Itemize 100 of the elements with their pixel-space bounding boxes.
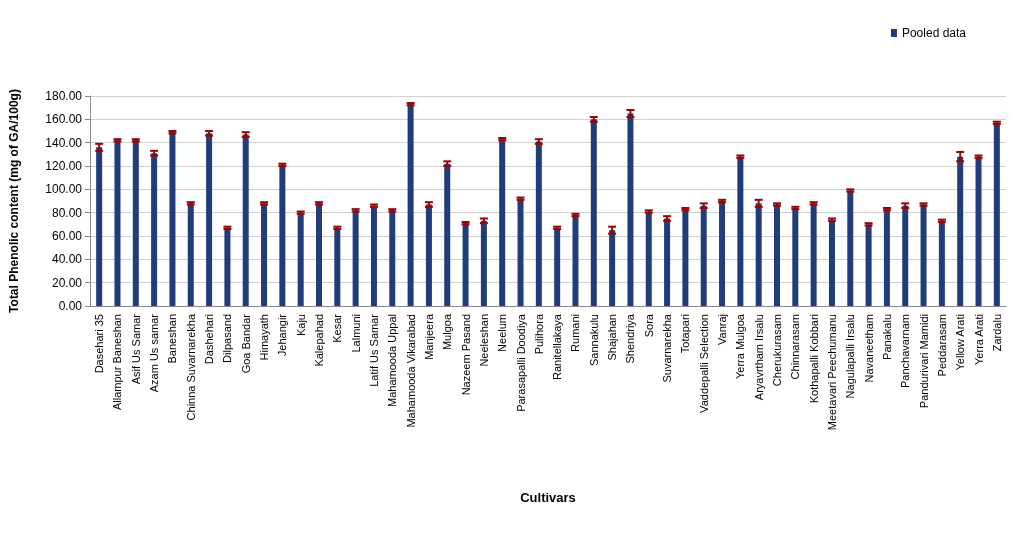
legend-label: Pooled data <box>901 26 967 40</box>
x-tick-label: Panchavarnam <box>899 314 912 388</box>
x-tick-label: Dasehari 35 <box>93 314 106 374</box>
bar <box>114 140 121 306</box>
bar <box>444 163 451 306</box>
x-tick-label: Kaju <box>294 314 307 337</box>
x-tick-label: Meetavari Peechumanu <box>825 314 838 431</box>
x-tick-label: Nazeem Pasand <box>459 314 472 396</box>
x-tick-label: Shendriya <box>624 313 637 364</box>
x-tick-label: Jehangir <box>276 313 289 357</box>
x-tick-label: Shajahan <box>606 314 619 361</box>
bar <box>279 164 286 306</box>
bar <box>187 203 194 306</box>
y-tick-label: 120.00 <box>45 159 83 173</box>
bar <box>96 147 103 306</box>
x-tick-label: Allampur Baneshan <box>111 314 124 411</box>
bar <box>242 134 249 306</box>
bar <box>810 203 817 306</box>
x-tick-label: Chinnarasam <box>789 314 802 380</box>
bar <box>828 219 835 306</box>
x-tick-label: Pulihora <box>532 313 545 355</box>
bar <box>206 133 213 306</box>
bar <box>993 122 1000 306</box>
y-tick-label: 60.00 <box>51 229 83 243</box>
bar <box>572 215 579 306</box>
x-tick-label: Sannakulu <box>587 314 600 366</box>
bar <box>535 141 542 306</box>
x-tick-label: Asif Us Samar <box>129 313 142 385</box>
bar <box>883 209 890 306</box>
x-tick-label: Lalmuni <box>349 314 362 353</box>
bar <box>370 205 377 306</box>
x-tick-label: Latif Us Samar <box>367 313 380 387</box>
bar <box>664 218 671 306</box>
y-tick-label: 20.00 <box>51 275 83 290</box>
bar <box>169 132 176 306</box>
y-tick-label: 180.00 <box>45 89 83 103</box>
x-tick-label: Chinna Suvarnarekha <box>184 313 197 421</box>
bar <box>920 204 927 306</box>
bar <box>389 210 396 306</box>
bar <box>316 203 322 306</box>
x-tick-label: Cherukurasam <box>771 314 783 387</box>
x-tick-label: Totapari <box>679 314 692 354</box>
x-tick-label: Yellow Arati <box>954 314 967 371</box>
bar <box>719 201 726 306</box>
x-tick-label: Neelum <box>496 314 509 352</box>
x-tick-label: Manjeera <box>422 313 435 360</box>
x-tick-label: Kesar <box>331 313 344 343</box>
x-tick-label: Baneshan <box>166 314 179 364</box>
x-tick-label: Peddarasam <box>935 314 948 377</box>
bar <box>462 223 469 306</box>
x-tick-label: Suvarnarekha <box>661 313 674 383</box>
x-tick-label: Vaddepalli Selection <box>697 314 710 413</box>
bar <box>774 204 780 306</box>
bar <box>407 104 414 306</box>
x-tick-label: Mahamooda Vikarabad <box>404 314 417 428</box>
x-tick-label: Yerra Arati <box>972 314 985 365</box>
x-tick-label: Kalepahad <box>313 314 325 367</box>
bar <box>682 209 689 306</box>
bar <box>132 140 139 306</box>
bar <box>975 156 982 306</box>
x-tick-label: Panakalu <box>880 314 893 360</box>
bar <box>151 153 158 306</box>
bar <box>847 190 854 306</box>
x-tick-label: Aryavrtham Irsalu <box>752 314 765 401</box>
x-tick-label: Ranitellakaya <box>551 313 564 381</box>
x-tick-label: Sora <box>642 313 655 338</box>
y-axis-title: Total Phenolic content (mg of GA/100g) <box>7 89 21 313</box>
bar <box>700 205 707 306</box>
bar <box>957 156 964 306</box>
bar <box>755 203 762 306</box>
x-tick-label: Dilpasand <box>221 314 234 363</box>
bar <box>334 227 341 306</box>
bar <box>517 198 524 306</box>
x-tick-label: Zardalu <box>990 314 1003 352</box>
x-tick-label: Navaneetham <box>862 314 875 383</box>
x-tick-label: Rumani <box>569 314 582 352</box>
bar <box>425 204 432 306</box>
bar <box>645 211 652 306</box>
y-tick-label: 100.00 <box>45 182 83 197</box>
bar <box>480 220 487 306</box>
x-axis-title: Cultivars <box>520 490 576 505</box>
x-tick-label: Kothapalli Kobbari <box>807 314 820 404</box>
bar <box>627 113 634 306</box>
y-tick-label: 80.00 <box>51 205 83 220</box>
x-tick-label: Azam Us samar <box>148 313 161 393</box>
bar <box>737 156 744 306</box>
x-tick-label: Goa Bandar <box>239 313 252 374</box>
x-tick-label: Neeleshan <box>477 314 490 367</box>
y-tick-label: 0.00 <box>58 299 83 313</box>
bar <box>224 227 231 306</box>
bar <box>792 208 799 306</box>
bar <box>352 210 359 306</box>
bar <box>590 119 597 306</box>
x-tick-label: Parasapalli Doodiya <box>514 313 527 412</box>
y-tick-label: 140.00 <box>45 135 83 150</box>
y-tick-label: 160.00 <box>45 112 83 127</box>
bar <box>865 224 872 306</box>
bar <box>554 227 561 306</box>
bar <box>499 139 506 306</box>
x-tick-label: Nagulapalli Irsalu <box>844 314 857 399</box>
